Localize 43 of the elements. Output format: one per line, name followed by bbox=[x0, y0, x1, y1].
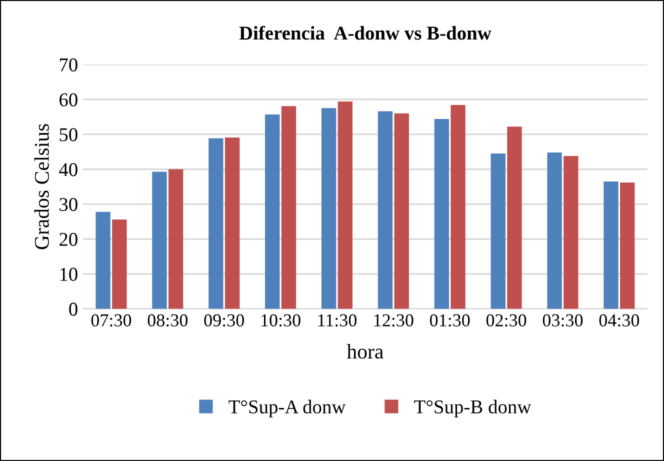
bar bbox=[96, 212, 110, 309]
bar bbox=[168, 169, 184, 309]
bar bbox=[507, 126, 522, 309]
x-tick-label: 01:30 bbox=[430, 314, 470, 327]
bar bbox=[604, 181, 618, 309]
bar bbox=[265, 114, 280, 309]
bar bbox=[394, 113, 409, 309]
y-tick-label: 70 bbox=[60, 58, 78, 72]
bar bbox=[321, 108, 336, 309]
bar bbox=[152, 172, 167, 309]
x-tick-label: 09:30 bbox=[204, 314, 244, 327]
bar bbox=[564, 156, 578, 309]
y-tick-label: 0 bbox=[69, 302, 78, 316]
y-axis-title: Grados Celsius bbox=[34, 124, 49, 250]
bar bbox=[620, 182, 635, 309]
x-tick-label: 10:30 bbox=[262, 314, 300, 327]
legend-label: T°Sup-A donw bbox=[228, 400, 346, 418]
bar bbox=[378, 111, 393, 309]
x-tick-label: 11:30 bbox=[318, 314, 357, 327]
y-tick-label: 10 bbox=[60, 268, 78, 281]
bar bbox=[112, 220, 127, 309]
bar bbox=[547, 152, 562, 309]
bar bbox=[281, 106, 296, 309]
bar bbox=[224, 137, 240, 309]
y-tick-label: 50 bbox=[60, 128, 78, 142]
y-tick-label: 30 bbox=[60, 198, 78, 212]
x-axis-title: hora bbox=[346, 344, 384, 359]
y-tick-label: 40 bbox=[59, 163, 78, 176]
legend-label: T°Sup-B donw bbox=[414, 400, 532, 418]
bar bbox=[434, 118, 450, 309]
x-tick-label: 08:30 bbox=[148, 314, 188, 327]
x-tick-label: 12:30 bbox=[374, 314, 414, 327]
y-tick-label: 60 bbox=[60, 93, 78, 106]
y-tick-label: 20 bbox=[60, 232, 78, 246]
bar bbox=[338, 102, 352, 309]
x-tick-label: 03:30 bbox=[542, 314, 583, 327]
x-tick-label: 07:30 bbox=[91, 314, 132, 327]
x-tick-label: 04:30 bbox=[599, 314, 640, 327]
chart-title: Diferencia A-donw vs B-donw bbox=[239, 26, 492, 40]
bar bbox=[450, 105, 466, 309]
bar bbox=[490, 154, 506, 309]
bar bbox=[208, 138, 224, 309]
x-tick-label: 02:30 bbox=[486, 314, 526, 327]
